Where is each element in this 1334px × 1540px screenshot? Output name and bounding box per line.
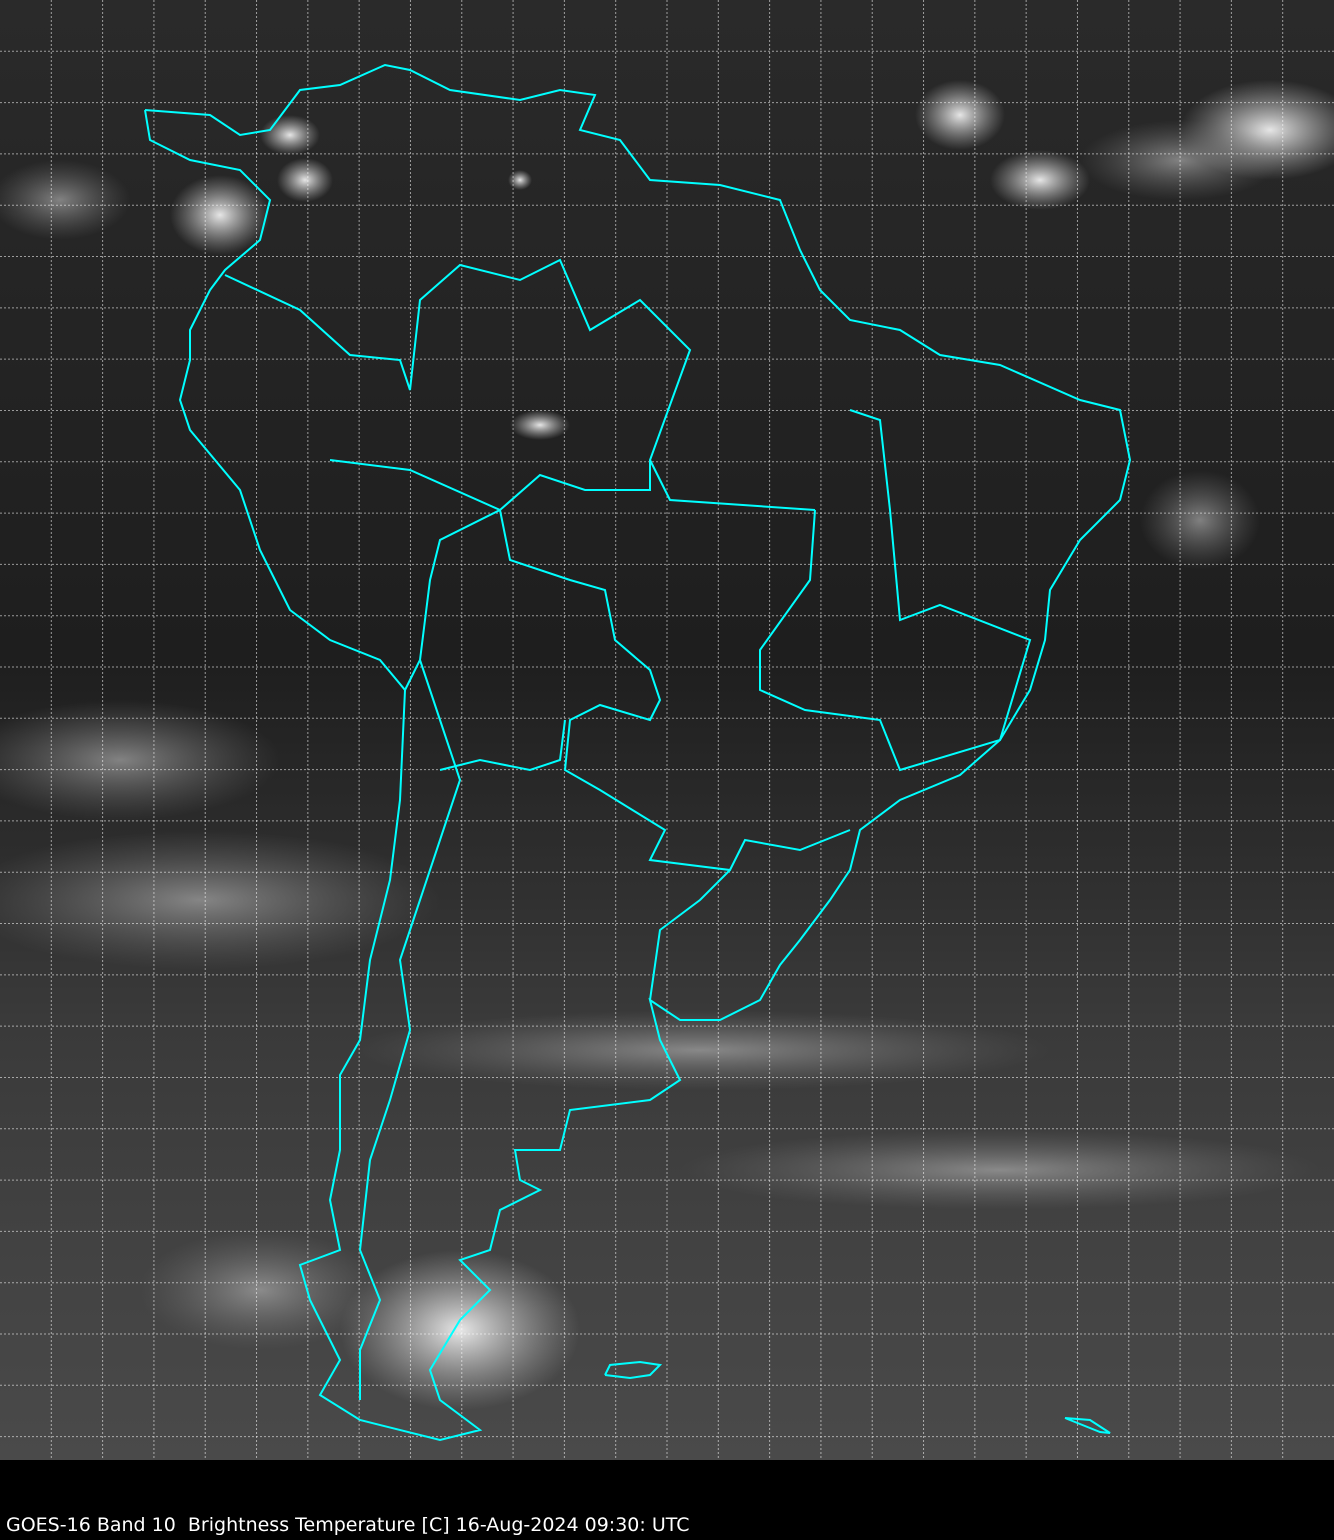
cloud [510,410,570,440]
cloud [1140,470,1260,570]
figure-caption: GOES-16 Band 10 Brightness Temperature [… [6,1514,690,1536]
south-georgia-island [1064,1417,1111,1434]
border-line [358,659,462,1400]
cloud [0,700,280,820]
south-america-coastline [144,63,1132,1442]
cloud [990,150,1090,210]
country-borders [144,63,1132,1442]
cloud [277,158,333,202]
falkland-islands [604,1360,663,1380]
cloud [0,830,440,970]
cloud [0,160,130,240]
border-line [439,719,566,772]
satellite-map [0,0,1334,1460]
cloud [350,1010,1050,1090]
cloud [340,1250,580,1410]
cloud [140,1230,380,1350]
border-line [404,508,851,872]
cloud [170,175,270,255]
cloud [260,115,320,155]
border-line [329,459,651,512]
cloud [680,1130,1320,1210]
cloud [915,80,1005,150]
border-line [649,869,731,1001]
lat-lon-grid [0,0,1334,1460]
border-line [759,409,1032,772]
border-line [224,258,816,511]
cloud [508,170,532,190]
